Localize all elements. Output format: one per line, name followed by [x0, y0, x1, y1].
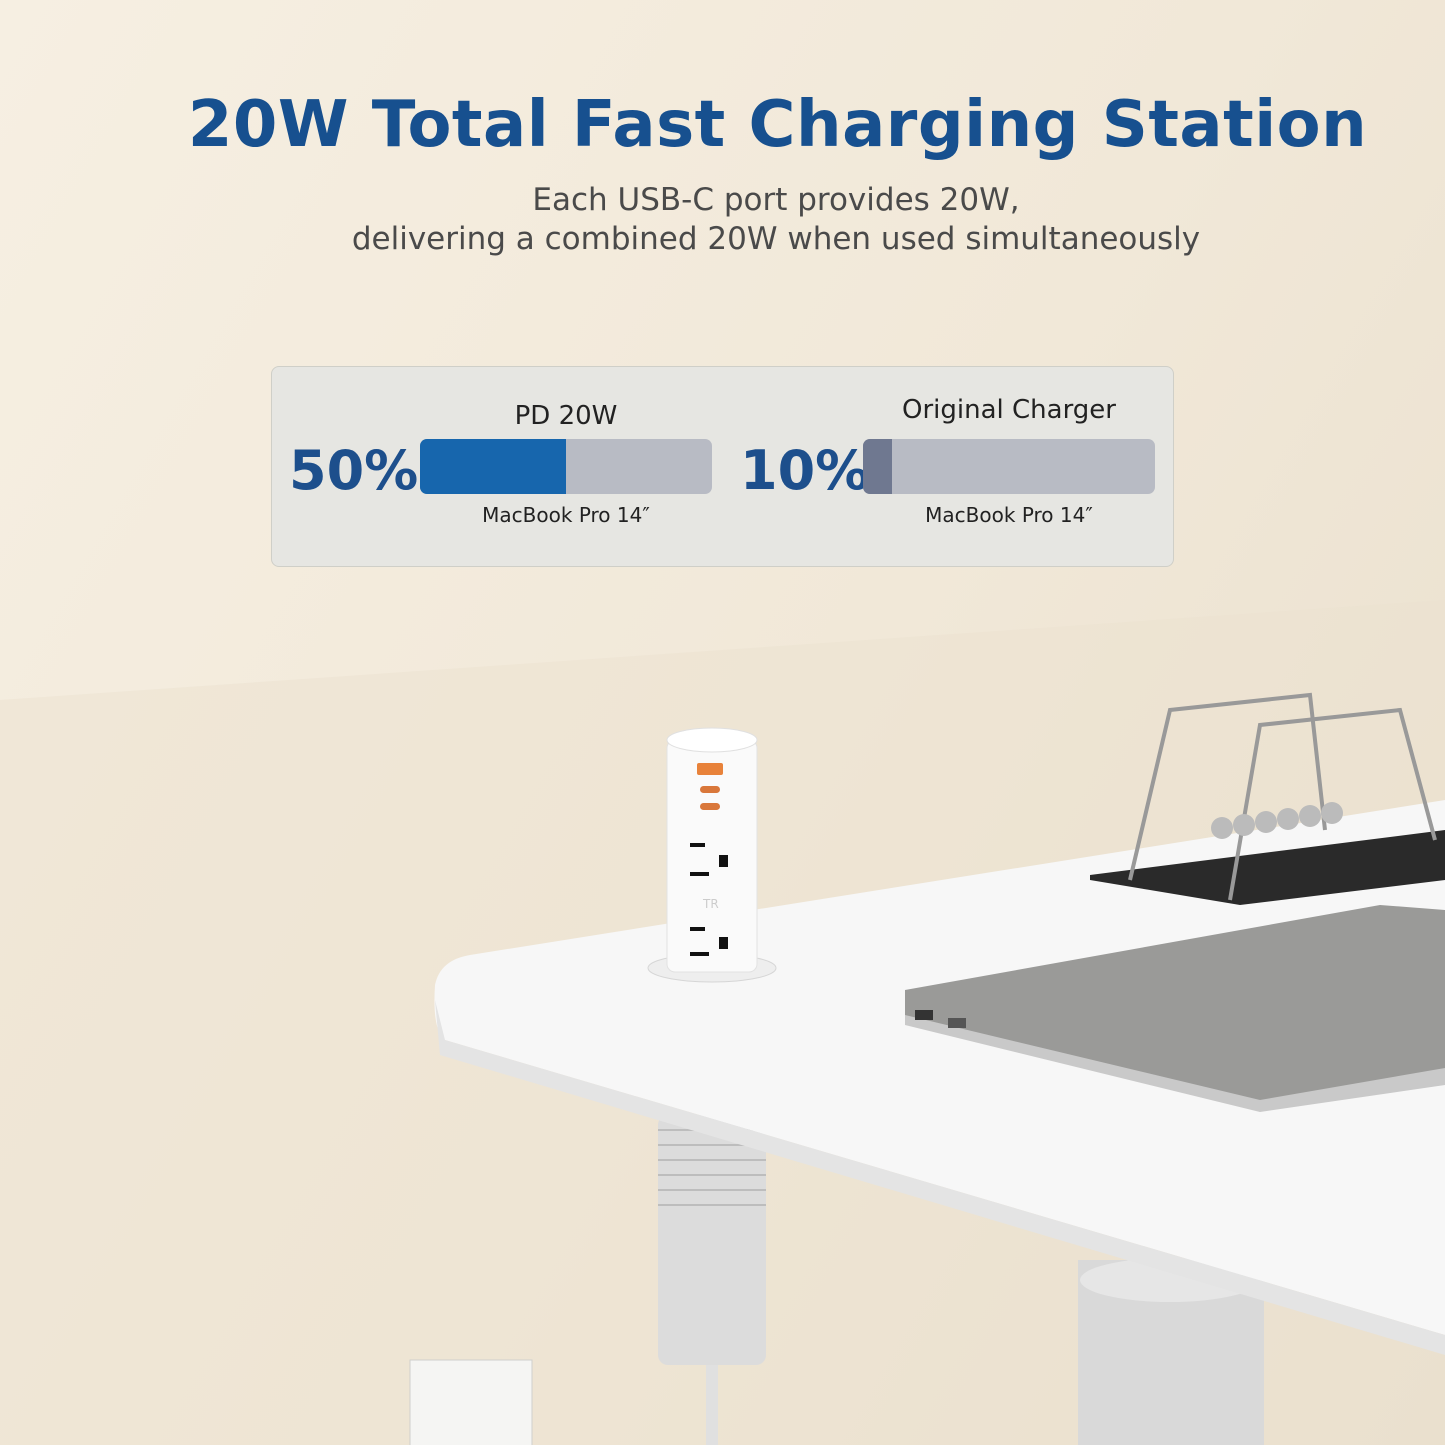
subtitle-line-1: Each USB-C port provides 20W, — [532, 182, 1020, 218]
wall-outlet — [409, 1359, 533, 1445]
subtitle-line-2: delivering a combined 20W when used simu… — [351, 221, 1201, 257]
comparison-pd-20w: 50% PD 20W MacBook Pro 14″ — [272, 367, 722, 566]
percent-value: 50% — [289, 439, 419, 502]
percent-value: 10% — [740, 439, 870, 502]
charging-comparison-panel: 50% PD 20W MacBook Pro 14″ 10% Original … — [271, 366, 1174, 567]
brand-mark: TR — [702, 897, 719, 911]
laptop — [905, 905, 1445, 1105]
progress-bar — [420, 439, 712, 494]
tube-below-desk — [658, 1115, 766, 1365]
progress-fill — [420, 439, 566, 494]
progress-bar — [863, 439, 1155, 494]
charger-label: PD 20W — [514, 401, 618, 431]
comparison-original-charger: 10% Original Charger MacBook Pro 14″ — [722, 367, 1172, 566]
device-label: MacBook Pro 14″ — [482, 503, 650, 527]
usb-c-port-2 — [700, 803, 720, 810]
usb-a-port — [697, 763, 723, 775]
newtons-cradle — [1090, 830, 1445, 905]
progress-fill — [863, 439, 893, 494]
headline: 20W Total Fast Charging Station — [187, 88, 1368, 162]
device-label: MacBook Pro 14″ — [925, 503, 1093, 527]
usb-c-port-1 — [700, 786, 720, 793]
charger-label: Original Charger — [902, 395, 1116, 425]
